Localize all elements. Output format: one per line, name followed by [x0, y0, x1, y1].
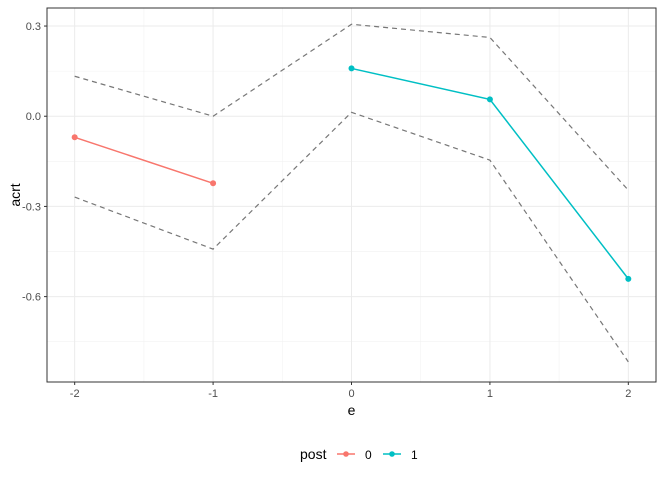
x-axis-label: e [348, 402, 356, 418]
series-1-point [625, 275, 632, 282]
x-tick-label: -2 [70, 388, 80, 400]
grid [47, 8, 656, 382]
legend: post 0 1 [300, 446, 418, 462]
axes: -2 -1 0 1 2 0.3 0.0 -0.3 -0.6 [22, 21, 631, 400]
legend-title: post [300, 446, 327, 462]
confidence-bands [74, 23, 629, 363]
y-tick-label: -0.6 [22, 292, 41, 304]
series-1-point [486, 96, 493, 103]
band-lower-line [74, 111, 629, 363]
series [71, 65, 632, 282]
y-axis-label: acrt [7, 183, 23, 206]
legend-label-0: 0 [365, 448, 372, 462]
band-upper-line [74, 23, 629, 191]
x-tick-label: 0 [348, 388, 354, 400]
x-tick-label: -1 [208, 388, 218, 400]
legend-label-1: 1 [411, 448, 418, 462]
y-tick-label: 0.0 [26, 111, 41, 123]
x-tick-label: 2 [625, 388, 631, 400]
x-tick-label: 1 [487, 388, 493, 400]
y-tick-label: -0.3 [22, 201, 41, 213]
series-0-point [210, 180, 217, 187]
series-0-line [74, 136, 214, 184]
legend-key-1-point [389, 451, 395, 457]
y-tick-label: 0.3 [26, 21, 41, 33]
series-1-point [348, 65, 355, 72]
series-0-point [71, 134, 78, 141]
legend-key-0-point [343, 451, 349, 457]
